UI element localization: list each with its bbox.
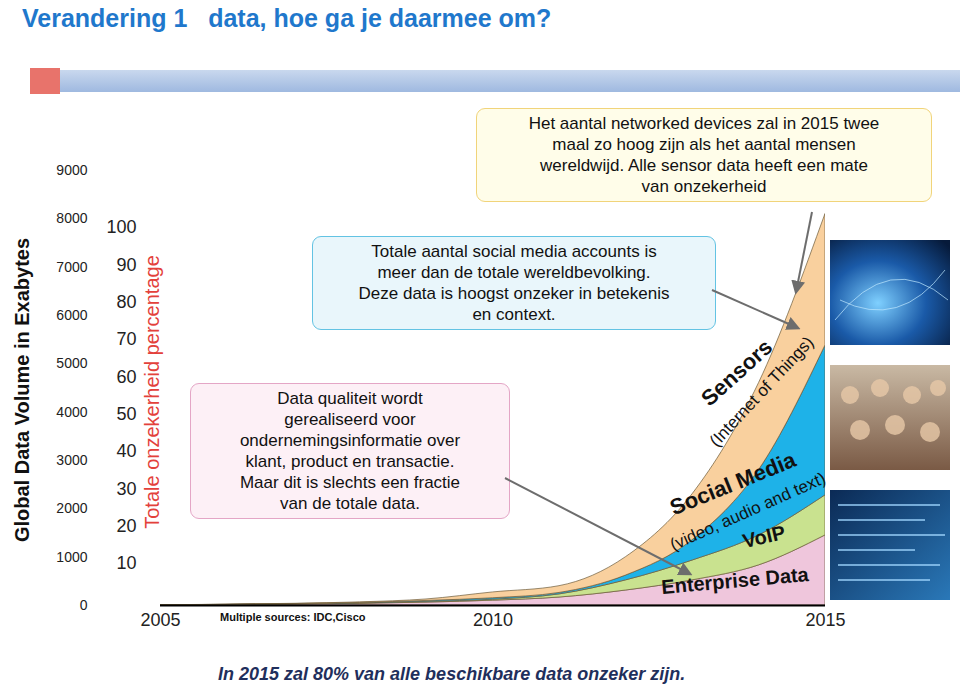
svg-text:6000: 6000 <box>56 307 87 323</box>
svg-text:50: 50 <box>116 404 136 424</box>
html-text:Het aantal networked devices z: Het aantal networked devices zal in 2015… <box>528 114 880 196</box>
html-text:(video, audio and text): (video, audio and text) <box>667 468 829 555</box>
svg-text:9000: 9000 <box>56 162 87 178</box>
html-text:Global Data Volume in Exabytes: Global Data Volume in Exabytes <box>10 237 33 543</box>
svg-text:60: 60 <box>116 367 136 387</box>
html-text:Enterprise Data: Enterprise Data <box>660 563 810 598</box>
svg-text:20: 20 <box>116 516 136 536</box>
svg-text:3000: 3000 <box>56 452 87 468</box>
html-text:Social Media: Social Media <box>666 447 800 521</box>
svg-text:5000: 5000 <box>56 355 87 371</box>
html-text:VoIP: VoIP <box>740 521 788 553</box>
svg-text:8000: 8000 <box>56 210 87 226</box>
svg-text:1000: 1000 <box>56 549 87 565</box>
html-text:Data qualiteit wordt gerealise: Data qualiteit wordt gerealiseerd voor o… <box>239 389 461 513</box>
svg-text:2000: 2000 <box>56 500 87 516</box>
html-text:In 2015 zal 80% van alle besch: In 2015 zal 80% van alle beschikbare dat… <box>218 664 686 684</box>
svg-text:7000: 7000 <box>56 259 87 275</box>
svg-text:30: 30 <box>116 479 136 499</box>
svg-text:100: 100 <box>106 217 136 237</box>
svg-text:2010: 2010 <box>473 610 513 630</box>
svg-text:0: 0 <box>80 597 88 613</box>
html-text:Sensors: Sensors <box>696 334 778 411</box>
html-text:Totale onzekerheid percentage: Totale onzekerheid percentage <box>140 255 163 529</box>
svg-text:2015: 2015 <box>805 610 845 630</box>
svg-text:10: 10 <box>116 553 136 573</box>
html-text:Multiple sources: IDC,Cisco: Multiple sources: IDC,Cisco <box>220 611 366 623</box>
html-text:(Internet of Things): (Internet of Things) <box>705 332 818 451</box>
html-text:Verandering 1 data, hoe ga je: Verandering 1 data, hoe ga je daarmee om… <box>22 4 552 32</box>
svg-text:4000: 4000 <box>56 404 87 420</box>
svg-text:90: 90 <box>116 255 136 275</box>
html-text:Totale aantal social media acc: Totale aantal social media accounts is m… <box>358 242 670 324</box>
svg-text:40: 40 <box>116 441 136 461</box>
svg-text:70: 70 <box>116 329 136 349</box>
svg-text:2005: 2005 <box>140 610 180 630</box>
svg-text:80: 80 <box>116 292 136 312</box>
